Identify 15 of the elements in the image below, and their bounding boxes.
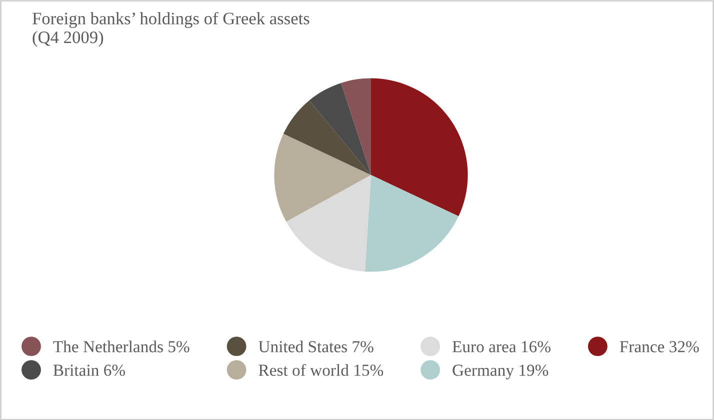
legend-label: Germany 19% xyxy=(452,364,548,380)
legend-label: Rest of world 15% xyxy=(258,364,384,376)
pie-slice xyxy=(364,175,459,272)
legend-label: The Netherlands 5% xyxy=(53,340,190,352)
legend-label: Britain 6% xyxy=(53,364,126,376)
legend-label: France 32% xyxy=(620,341,699,352)
pie-slice xyxy=(286,175,371,272)
pie-slice xyxy=(341,78,371,175)
pie-slice xyxy=(309,82,371,175)
pie-slice xyxy=(371,78,468,216)
pie-slice xyxy=(283,100,371,175)
chart-title: Foreign banks’ holdings of Greek assets (Q4 2009) xyxy=(32,12,310,47)
legend-label: Euro area 16% xyxy=(452,341,550,352)
pie-slice xyxy=(274,134,371,222)
legend-label: United States 7% xyxy=(258,340,374,352)
